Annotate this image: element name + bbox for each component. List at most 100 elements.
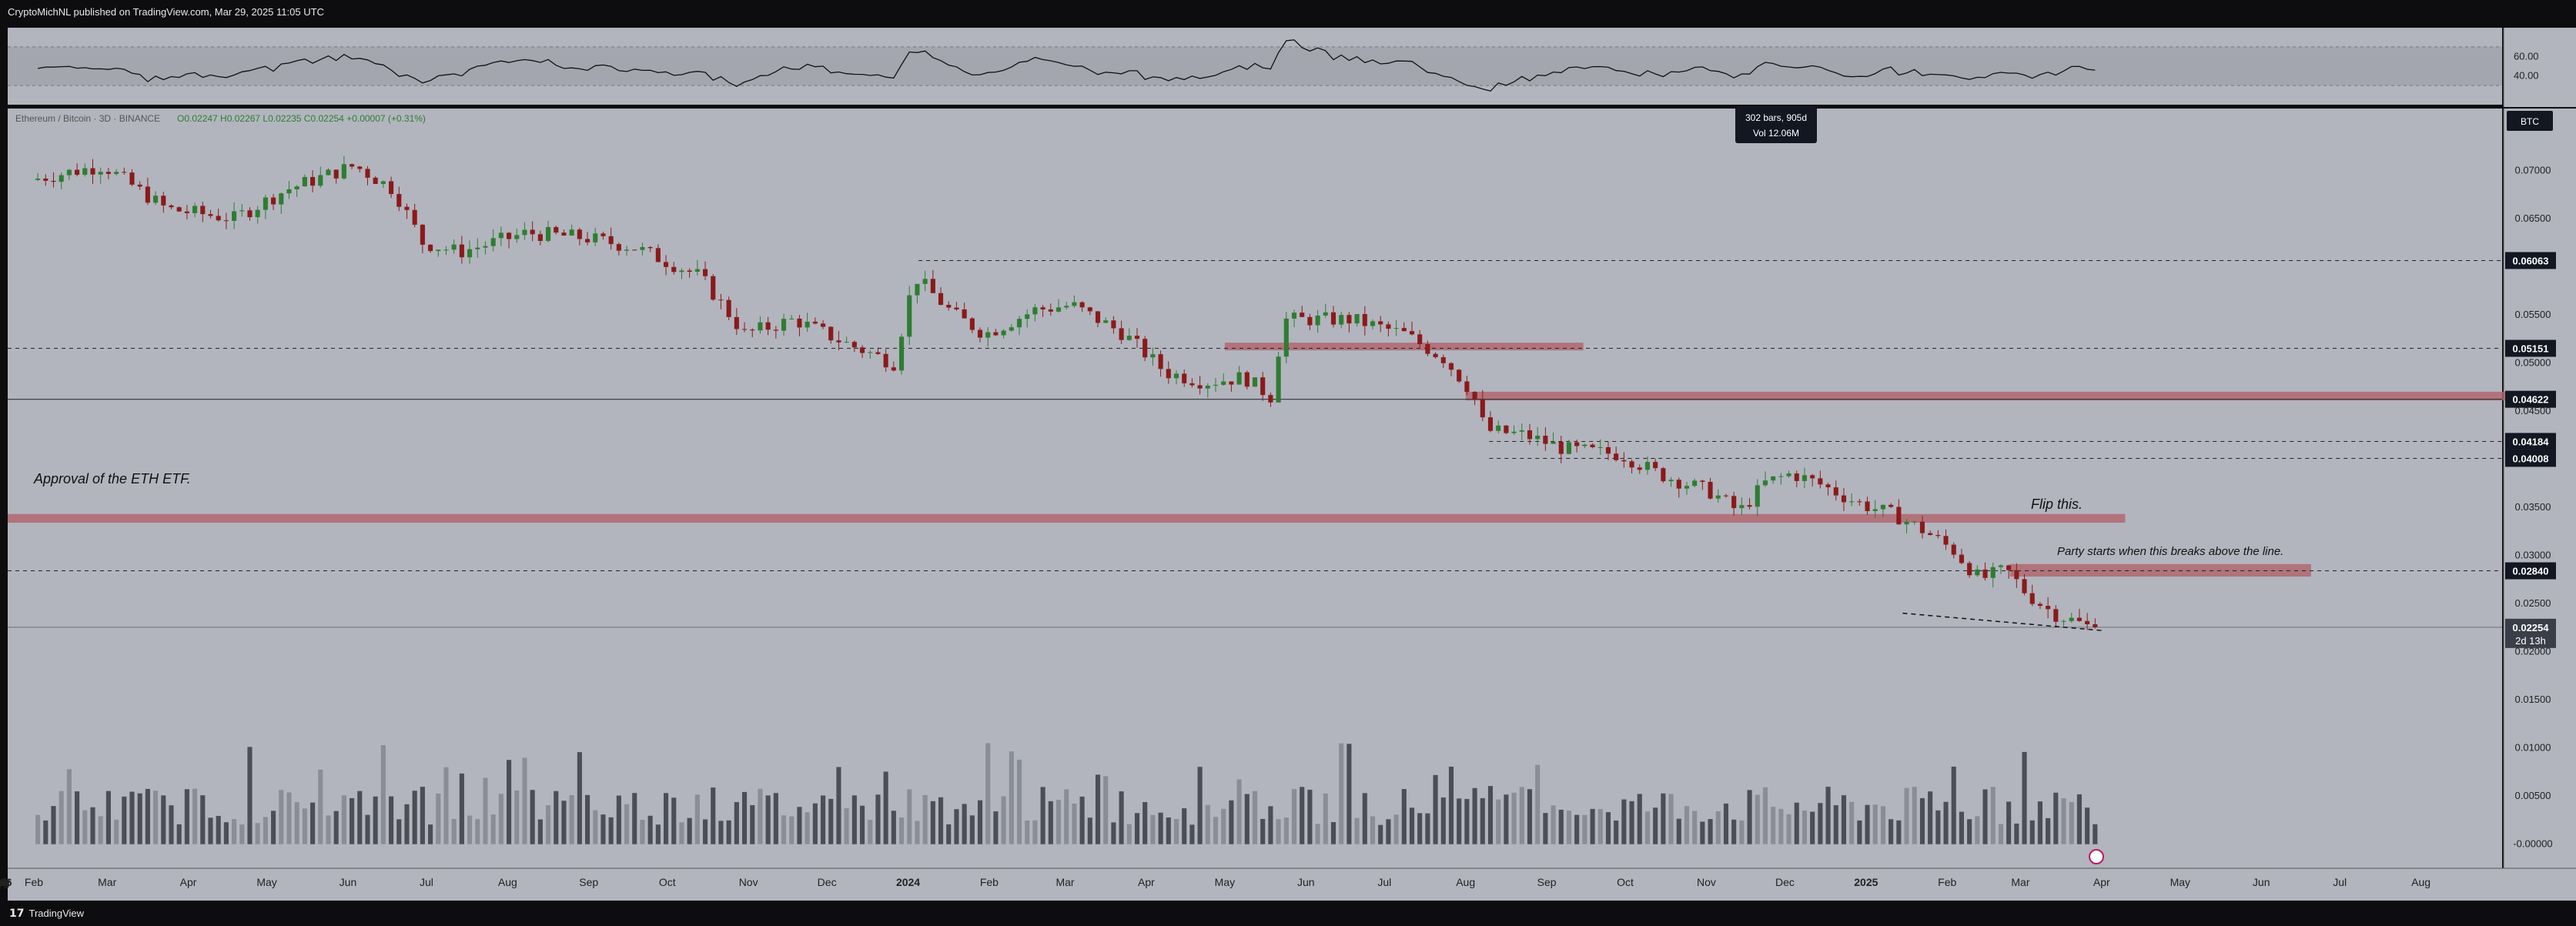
- candle-body: [1339, 315, 1344, 325]
- candle-body: [1684, 486, 1690, 489]
- volume-bar: [451, 818, 457, 844]
- rsi-line: [37, 39, 2096, 92]
- candle-body: [1134, 336, 1140, 339]
- volume-bar: [1079, 796, 1085, 844]
- candle-body: [781, 319, 787, 331]
- volume-bar: [498, 794, 503, 844]
- candle-body: [773, 329, 778, 331]
- candle-body: [1755, 485, 1760, 507]
- volume-bar: [1268, 806, 1273, 844]
- volume-bar: [1535, 764, 1541, 844]
- volume-bar: [1935, 810, 1941, 844]
- candle-body: [1480, 399, 1485, 418]
- candle-body: [1802, 475, 1808, 481]
- candle-body: [43, 178, 49, 181]
- candle-body: [561, 232, 567, 236]
- candle-body: [200, 206, 206, 215]
- candle-body: [428, 244, 433, 252]
- candle-body: [1283, 318, 1289, 357]
- candle-body: [341, 164, 346, 179]
- volume-bar: [655, 824, 661, 844]
- volume-bar: [412, 791, 417, 844]
- tradingview-logo[interactable]: 17 TradingView: [9, 908, 84, 920]
- volume-bar: [577, 752, 582, 844]
- volume-bar: [200, 795, 206, 844]
- candle-body: [1433, 353, 1438, 358]
- candle-body: [2069, 617, 2074, 621]
- volume-bar: [1197, 767, 1203, 844]
- volume-bar: [647, 815, 653, 844]
- candle-body: [216, 216, 221, 221]
- volume-bar: [1354, 817, 1360, 844]
- candle-body: [1001, 330, 1006, 336]
- candle-body: [1810, 475, 1815, 479]
- volume-bar: [1692, 811, 1698, 844]
- volume-bar: [694, 794, 700, 844]
- candle-body: [1016, 319, 1022, 328]
- candle-body: [1440, 357, 1446, 363]
- event-marker-icon[interactable]: [2089, 849, 2105, 864]
- price-tick-label: 0.04500: [2515, 405, 2551, 416]
- volume-bar: [1551, 805, 1556, 844]
- volume-bar: [263, 817, 268, 844]
- volume-bar: [1849, 801, 1855, 844]
- candle-body: [1731, 496, 1737, 509]
- volume-bar: [758, 788, 763, 844]
- volume-bar: [1723, 803, 1729, 844]
- volume-bar: [1064, 789, 1069, 844]
- volume-bar: [640, 820, 645, 844]
- candle-body: [239, 210, 245, 212]
- candle-body: [1935, 535, 1941, 537]
- candle-body: [1967, 563, 1972, 576]
- candle-body: [1064, 306, 1069, 308]
- volume-bar: [1166, 817, 1171, 844]
- candle-body: [498, 232, 503, 239]
- volume-bar: [750, 804, 755, 844]
- volume-bar: [561, 801, 567, 844]
- volume-bar: [1951, 766, 1956, 844]
- candle-body: [75, 169, 80, 176]
- price-level-label: 0.04622: [2513, 394, 2549, 406]
- volume-bar: [1425, 813, 1430, 844]
- volume-bar: [239, 824, 245, 844]
- candle-body: [711, 276, 716, 300]
- volume-bar: [930, 801, 935, 844]
- price-level-label: 0.05151: [2513, 343, 2549, 355]
- volume-bar: [341, 795, 346, 844]
- candle-body: [718, 299, 724, 301]
- candle-body: [671, 266, 677, 272]
- resistance-zone: [2009, 563, 2311, 577]
- volume-bar: [232, 819, 237, 844]
- volume-bar: [554, 791, 559, 844]
- time-tick-label: Sep: [579, 876, 598, 888]
- candle-body: [2029, 593, 2035, 604]
- candle-body: [1912, 521, 1917, 523]
- candle-body: [1597, 446, 1603, 448]
- volume-bar: [153, 791, 159, 844]
- candle-body: [51, 180, 56, 182]
- candle-body: [1291, 313, 1297, 319]
- volume-bar: [1574, 814, 1580, 844]
- time-tick-label: Jun: [340, 876, 357, 888]
- candle-body: [507, 232, 512, 239]
- volume-bar: [2085, 807, 2090, 844]
- candle-body: [1330, 312, 1337, 325]
- volume-bar: [1472, 787, 1477, 844]
- time-tick-label: Mar: [2011, 876, 2029, 888]
- volume-bar: [891, 811, 896, 844]
- candle-body: [601, 233, 606, 236]
- volume-bar: [1276, 819, 1281, 844]
- volume-bar: [271, 811, 276, 844]
- candle-body: [1166, 369, 1171, 379]
- volume-bar: [1865, 804, 1870, 844]
- time-tick-label: Aug: [0, 876, 9, 888]
- volume-bar: [1668, 794, 1674, 844]
- volume-bar: [836, 767, 841, 844]
- candle-body: [922, 279, 928, 284]
- volume-bar: [1401, 789, 1407, 844]
- candle-body: [1126, 336, 1132, 340]
- candle-body: [1409, 331, 1415, 335]
- volume-bar: [1189, 824, 1195, 844]
- candle-body: [1150, 354, 1156, 358]
